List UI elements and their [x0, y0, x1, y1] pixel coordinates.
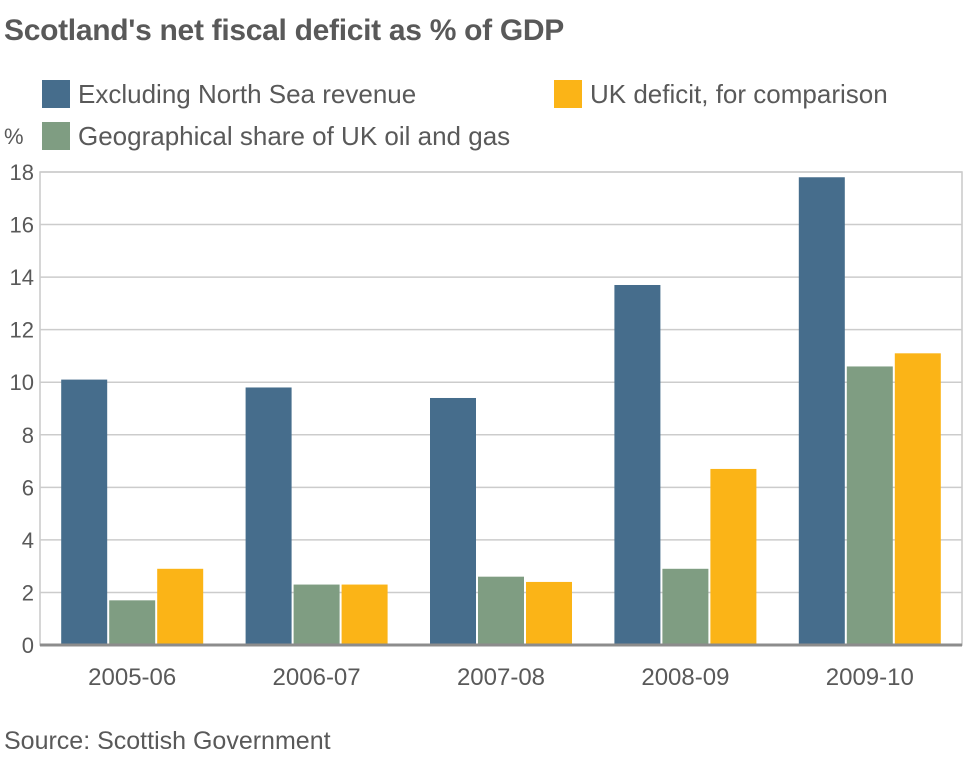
- bar: [430, 397, 476, 645]
- bar: [61, 379, 108, 645]
- y-axis-unit-label: %: [4, 124, 24, 149]
- bar: [245, 387, 292, 645]
- y-tick-label: 8: [22, 423, 34, 448]
- x-tick-label: 2005-06: [88, 664, 176, 691]
- x-tick-label: 2008-09: [641, 664, 729, 691]
- x-tick-label: 2007-08: [457, 664, 545, 691]
- bar: [846, 366, 893, 645]
- y-tick-label: 14: [10, 265, 34, 290]
- bar: [478, 576, 524, 645]
- legend-label: UK deficit, for comparison: [590, 78, 888, 109]
- bar: [157, 568, 204, 645]
- bar: [526, 581, 572, 645]
- bar: [109, 600, 156, 645]
- bar: [341, 584, 388, 645]
- source-note: Source: Scottish Government: [4, 727, 331, 755]
- legend-swatch: [42, 122, 70, 150]
- bar: [662, 568, 709, 645]
- chart-title: Scotland's net fiscal deficit as % of GD…: [4, 14, 564, 47]
- bar: [614, 284, 661, 645]
- bar: [710, 468, 757, 645]
- y-tick-label: 10: [10, 370, 34, 395]
- legend-swatch: [554, 80, 582, 108]
- legend-swatch: [42, 80, 70, 108]
- y-tick-label: 2: [22, 580, 34, 605]
- legend-label: Excluding North Sea revenue: [78, 78, 417, 109]
- x-tick-label: 2006-07: [273, 664, 361, 691]
- y-tick-label: 6: [22, 475, 34, 500]
- legend-item-uk-deficit: UK deficit, for comparison: [554, 78, 888, 109]
- y-tick-label: 18: [10, 160, 34, 185]
- y-tick-label: 0: [22, 633, 34, 658]
- legend-item-geographical-share: Geographical share of UK oil and gas: [42, 120, 511, 151]
- bar: [798, 177, 845, 645]
- bar: [293, 584, 340, 645]
- legend-label: Geographical share of UK oil and gas: [78, 120, 511, 151]
- bar: [894, 353, 941, 645]
- legend-item-excluding-north-sea: Excluding North Sea revenue: [42, 78, 417, 109]
- y-tick-label: 16: [10, 213, 34, 238]
- y-tick-label: 12: [10, 318, 34, 343]
- y-tick-label: 4: [22, 528, 34, 553]
- x-tick-label: 2009-10: [826, 664, 914, 691]
